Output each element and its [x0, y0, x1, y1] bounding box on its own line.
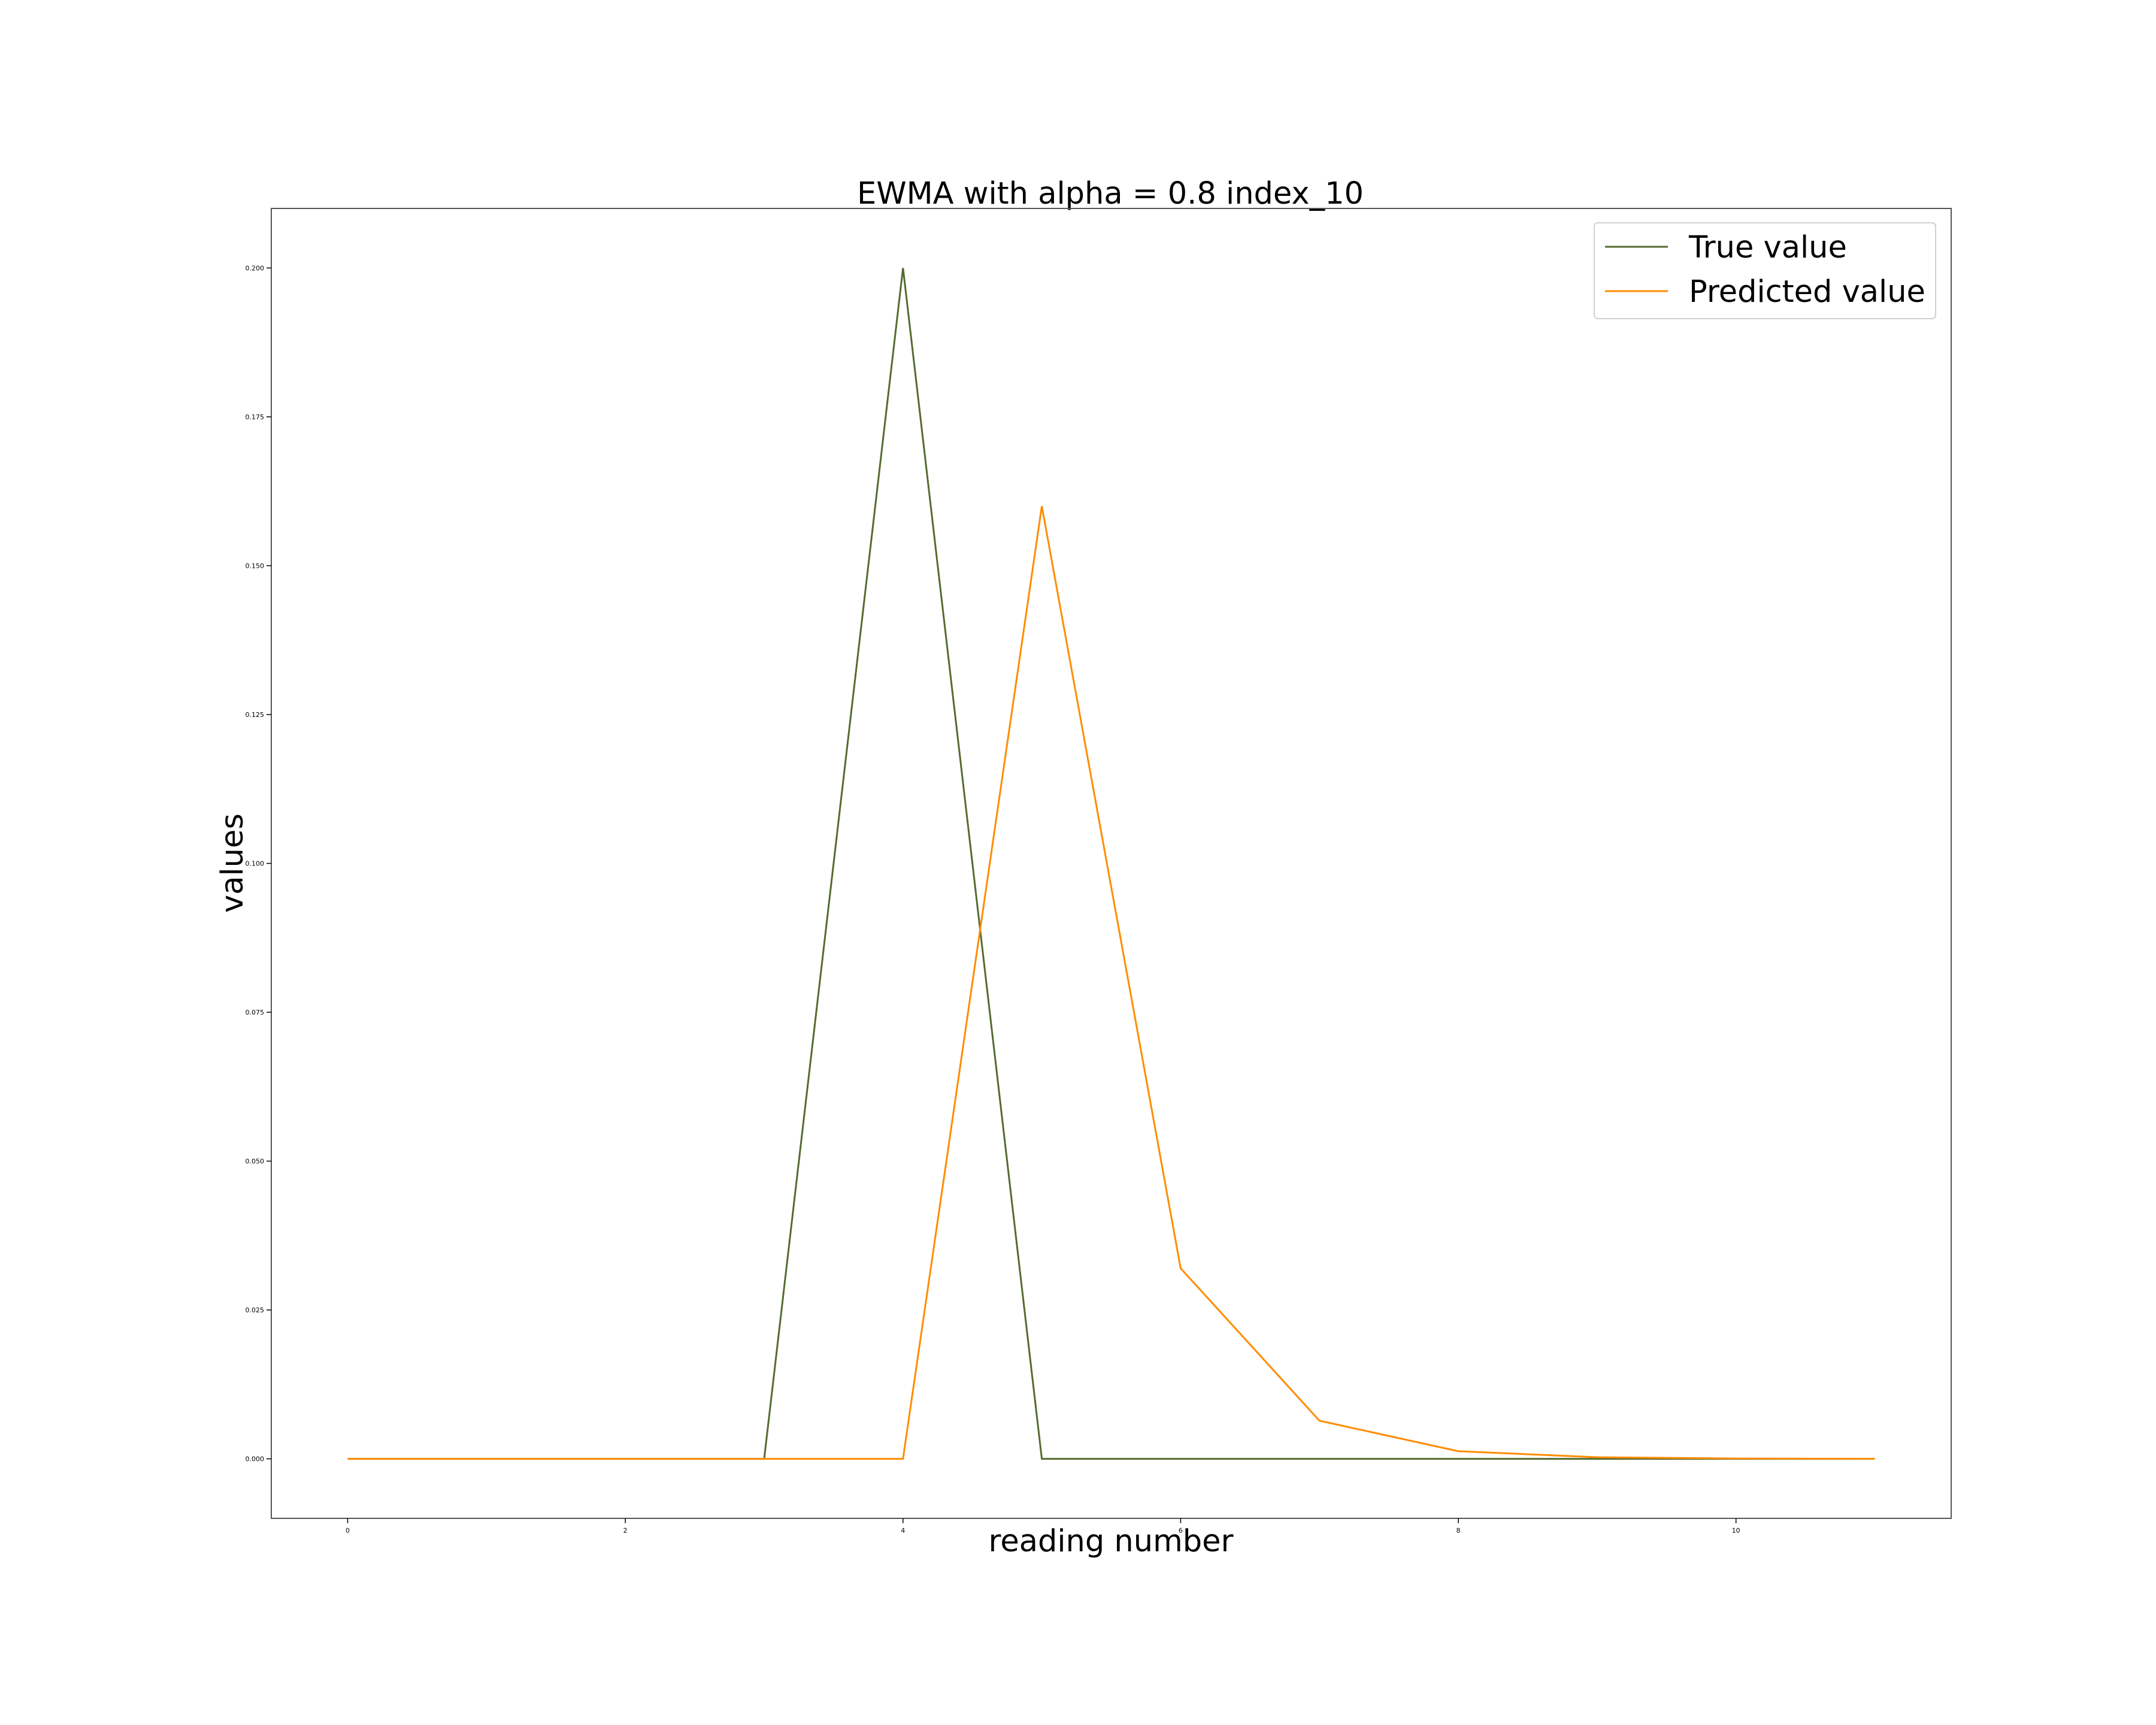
series-layer [347, 268, 1875, 1460]
y-tick-label: 0.200 [246, 264, 265, 272]
x-tick-label: 6 [1179, 1527, 1183, 1535]
x-axis-ticks: 0 2 4 6 8 10 [346, 1518, 1740, 1535]
y-tick-label: 0.100 [246, 860, 265, 868]
x-tick-label: 8 [1456, 1527, 1461, 1535]
y-axis-ticks: 0.000 0.025 0.050 0.075 0.100 0.125 0.150 0.175… [246, 264, 271, 1463]
series-line-predicted-value [347, 506, 1875, 1460]
y-tick-label: 0.175 [246, 413, 265, 421]
x-axis-label: reading number [989, 1524, 1234, 1559]
y-tick-label: 0.125 [246, 711, 265, 719]
legend-label-true-value: True value [1688, 230, 1847, 265]
legend-box [1594, 222, 1936, 319]
y-axis-label: values [215, 813, 250, 913]
x-tick-label: 4 [901, 1527, 905, 1535]
chart-title: EWMA with alpha = 0.8 index_10 [857, 176, 1364, 211]
y-tick-label: 0.075 [246, 1009, 265, 1016]
plot-area: 0 2 4 6 8 10 0.0000.0250.0500.0750.1000.1250.… [246, 208, 1952, 1535]
x-tick-label: 0 [346, 1527, 350, 1535]
x-tick-label: 2 [623, 1527, 628, 1535]
y-tick-label: 0.025 [246, 1306, 265, 1314]
y-tick-label: 0.000 [246, 1455, 265, 1463]
x-tick-label: 10 [1732, 1527, 1740, 1535]
y-tick-label: 0.050 [246, 1158, 265, 1166]
legend-label-predicted-value: Predicted value [1689, 274, 1925, 310]
y-tick-label: 0.150 [246, 562, 265, 570]
legend: True value Predicted value [1594, 222, 1936, 319]
